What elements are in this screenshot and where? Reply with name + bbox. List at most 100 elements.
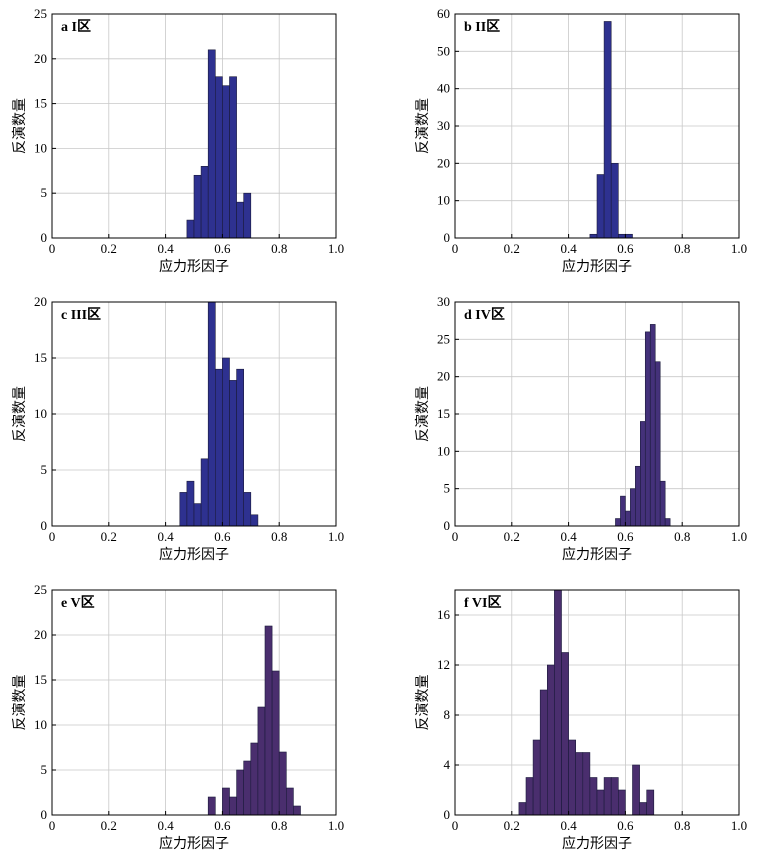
histogram-bar	[278, 751, 287, 816]
histogram-bar	[293, 805, 301, 816]
x-tick-label: 0.8	[674, 241, 690, 256]
y-tick-label: 15	[34, 672, 47, 687]
x-axis-label: 应力形因子	[562, 258, 632, 275]
histogram-bar	[193, 503, 202, 527]
histogram-bar	[575, 752, 584, 816]
r-value: =0.70	[9, 0, 41, 4]
histogram-bar	[257, 706, 266, 816]
x-tick-label: 0	[49, 241, 56, 256]
histogram-bar	[646, 789, 655, 816]
histogram-bar	[644, 331, 651, 527]
histogram-bar	[635, 465, 641, 527]
histogram-bar	[539, 689, 548, 816]
y-tick-label: 0	[41, 518, 48, 533]
y-tick-label: 0	[41, 230, 48, 245]
r-symbol: R	[0, 0, 9, 4]
histogram-bar	[250, 742, 259, 816]
x-tick-label: 0.4	[157, 241, 174, 256]
histogram-bar	[554, 589, 562, 816]
histogram-bar	[271, 670, 280, 816]
x-tick-label: 0.4	[560, 241, 577, 256]
r-value: =0.62	[9, 0, 41, 4]
histogram-bar	[603, 21, 612, 239]
histogram-bar	[243, 192, 252, 239]
r-value: =0.75	[9, 0, 41, 4]
y-tick-label: 25	[437, 331, 450, 346]
y-tick-label: 20	[34, 51, 47, 66]
r-annotation: R=0.59	[0, 0, 42, 4]
histogram-bar	[615, 518, 621, 527]
histogram-bar	[589, 233, 598, 239]
y-tick-label: 16	[437, 607, 451, 622]
histogram-bar	[525, 777, 534, 816]
r-annotation: R=0.70	[0, 0, 42, 4]
histogram-bar	[596, 174, 605, 239]
x-tick-label: 0.2	[504, 529, 520, 544]
histogram-bar	[664, 518, 671, 527]
plot-frame	[51, 13, 337, 239]
y-tick-label: 5	[41, 462, 48, 477]
r-symbol: R	[0, 0, 9, 4]
histogram-bar	[236, 201, 245, 239]
y-axis-label: 反演数量	[12, 98, 28, 154]
y-tick-label: 5	[444, 481, 451, 496]
x-tick-label: 0.8	[674, 818, 690, 833]
histogram-bar	[243, 760, 252, 816]
y-tick-label: 10	[34, 717, 47, 732]
x-tick-label: 0.8	[271, 818, 287, 833]
x-tick-label: 1.0	[328, 241, 344, 256]
x-tick-label: 0.2	[504, 241, 520, 256]
r-value: =0.53	[9, 0, 41, 4]
x-tick-label: 0.8	[271, 241, 287, 256]
histogram-bar	[200, 458, 209, 527]
y-tick-label: 20	[34, 294, 47, 309]
histogram-bar	[215, 368, 223, 527]
histogram-bar	[222, 357, 230, 527]
x-axis-label: 应力形因子	[562, 835, 632, 852]
r-annotation: R=0.75	[0, 0, 42, 4]
histogram-bar	[610, 777, 619, 816]
histogram-bar	[186, 480, 195, 527]
histogram-bar	[617, 789, 626, 816]
r-value: =0.59	[9, 0, 41, 4]
y-tick-label: 10	[437, 193, 450, 208]
x-tick-label: 1.0	[328, 818, 344, 833]
panel-label: c III区	[61, 307, 101, 323]
histogram-bar	[659, 480, 666, 527]
histogram-bar	[179, 492, 188, 527]
x-tick-label: 1.0	[328, 529, 344, 544]
y-axis-label: 反演数量	[415, 386, 431, 442]
y-tick-label: 15	[34, 350, 47, 365]
histogram-bar	[596, 789, 605, 816]
histogram-bar	[518, 802, 527, 816]
histogram-bar	[632, 764, 640, 816]
r-annotation: R=0.53	[0, 0, 42, 4]
y-tick-label: 25	[34, 6, 47, 21]
x-tick-label: 0.4	[157, 818, 174, 833]
y-axis-label: 反演数量	[12, 675, 28, 731]
histogram-bar	[285, 787, 294, 816]
x-tick-label: 0.2	[504, 818, 520, 833]
r-annotation: R=0.37	[0, 0, 42, 4]
y-tick-label: 0	[444, 807, 451, 822]
x-tick-label: 0	[452, 529, 459, 544]
histogram-bar	[222, 85, 230, 239]
y-tick-label: 4	[444, 757, 451, 772]
r-symbol: R	[0, 0, 9, 4]
x-tick-label: 1.0	[731, 241, 747, 256]
histogram-bar	[630, 488, 636, 527]
histogram-bar	[532, 739, 541, 816]
x-tick-label: 0.4	[157, 529, 174, 544]
histogram-panel-2: 0 0.2 0.4 0.6 0.8 1.00102030405060应力形因子反演数量b …	[0, 0, 747, 275]
panel-label: a I区	[61, 19, 91, 35]
histogram-bar	[568, 739, 576, 816]
x-tick-label: 0.4	[560, 818, 577, 833]
histogram-bar	[229, 796, 237, 816]
histogram-bar	[207, 796, 216, 816]
y-tick-label: 20	[34, 627, 47, 642]
y-tick-label: 5	[41, 762, 48, 777]
y-tick-label: 5	[41, 185, 48, 200]
